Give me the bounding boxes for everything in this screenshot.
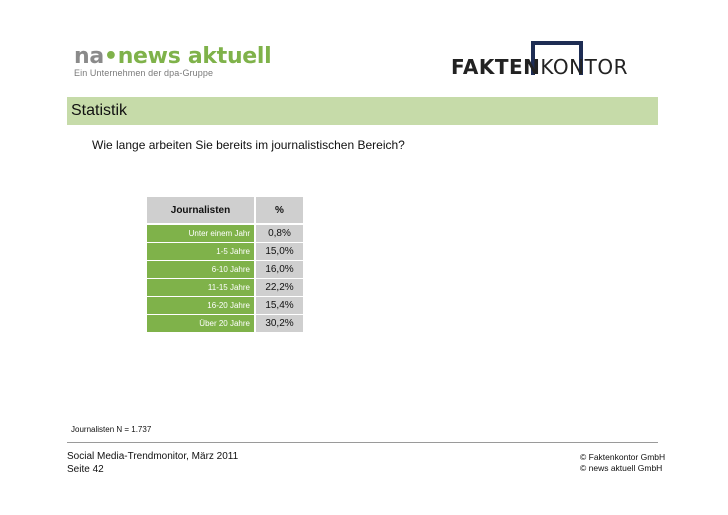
logo-dot: • <box>103 44 118 69</box>
footer-left: Social Media-Trendmonitor, März 2011 Sei… <box>67 450 238 476</box>
title-banner: Statistik <box>67 97 658 125</box>
news-aktuell-logo: na•news aktuell Ein Unternehmen der dpa-… <box>74 44 272 78</box>
row-label: Unter einem Jahr <box>147 225 254 242</box>
column-header-journalisten: Journalisten <box>147 197 254 223</box>
table-row: 11-15 Jahre 22,2% <box>147 279 303 296</box>
table-row: 16-20 Jahre 15,4% <box>147 297 303 314</box>
logo-fakten-text: FAKTEN <box>451 55 541 79</box>
logo-bracket-icon <box>531 41 583 75</box>
row-value: 22,2% <box>256 279 303 296</box>
row-label: 6-10 Jahre <box>147 261 254 278</box>
logo-news-aktuell-text: news aktuell <box>117 44 272 69</box>
table-row: 1-5 Jahre 15,0% <box>147 243 303 260</box>
row-value: 0,8% <box>256 225 303 242</box>
survey-question: Wie lange arbeiten Sie bereits im journa… <box>92 138 405 152</box>
footer-source: Social Media-Trendmonitor, März 2011 <box>67 451 239 462</box>
table-row: Über 20 Jahre 30,2% <box>147 315 303 332</box>
row-value: 15,0% <box>256 243 303 260</box>
row-value: 30,2% <box>256 315 303 332</box>
footer-divider <box>67 442 658 443</box>
logo-na-text: na <box>74 44 104 69</box>
row-label: 1-5 Jahre <box>147 243 254 260</box>
row-label: Über 20 Jahre <box>147 315 254 332</box>
row-label: 16-20 Jahre <box>147 297 254 314</box>
logo-tagline: Ein Unternehmen der dpa-Gruppe <box>74 68 214 78</box>
faktenkontor-logo: FAKTENKONTOR <box>451 41 651 81</box>
table-row: Unter einem Jahr 0,8% <box>147 225 303 242</box>
column-header-percent: % <box>256 197 303 223</box>
row-value: 15,4% <box>256 297 303 314</box>
copyright-faktenkontor: © Faktenkontor GmbH <box>580 452 666 462</box>
sample-size-note: Journalisten N = 1.737 <box>71 425 152 434</box>
page-title: Statistik <box>71 102 128 119</box>
row-label: 11-15 Jahre <box>147 279 254 296</box>
footer-right: © Faktenkontor GmbH © news aktuell GmbH <box>580 452 665 474</box>
logo-kontor-text: KONTOR <box>540 55 628 79</box>
table-row: 6-10 Jahre 16,0% <box>147 261 303 278</box>
copyright-news-aktuell: © news aktuell GmbH <box>580 463 663 473</box>
row-value: 16,0% <box>256 261 303 278</box>
page-number: Seite 42 <box>67 464 104 475</box>
